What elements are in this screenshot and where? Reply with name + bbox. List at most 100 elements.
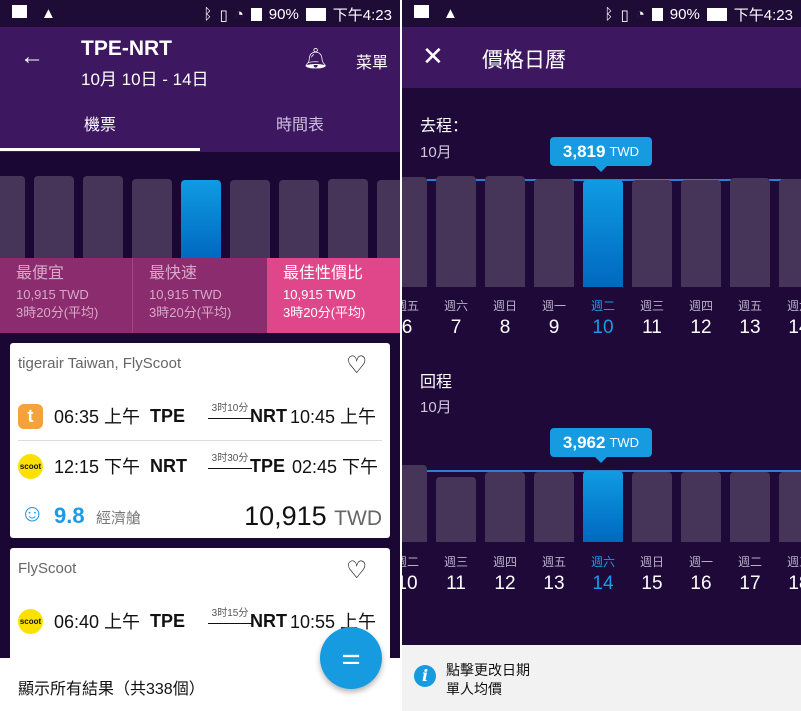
divider [400,0,402,711]
weekday-label: 週四 [492,555,517,569]
clock: 下午4:23 [733,7,793,24]
weekday-label: 週二 [737,555,762,569]
tab-indicator [0,148,200,151]
selected-date-bar[interactable] [181,180,221,258]
gallery-icon [414,5,429,18]
date-bar[interactable] [83,176,123,258]
day-number[interactable]: 10 [592,317,614,338]
price: 10,915 [244,501,327,531]
date-bar[interactable] [485,176,525,287]
date-bar[interactable] [632,472,672,542]
date-bar[interactable] [730,178,770,287]
date-range[interactable]: 10月 10日 - 14日 [81,70,209,89]
day-number[interactable]: 10 [402,573,418,594]
divider [18,440,382,441]
page-title: 價格日曆 [482,49,566,72]
weekday-label: 週三 [443,555,468,569]
day-number[interactable]: 11 [446,573,466,594]
filter-sliders-icon[interactable]: ⚌ [320,627,382,689]
heart-icon[interactable]: ♡ [346,557,368,584]
outbound-price-tooltip: 3,819 TWD [550,137,652,172]
app-header: ← TPE-NRT 10月 10日 - 14日 🔔︎ 菜單 機票 時間表 [0,27,400,152]
day-number[interactable]: 17 [739,573,761,594]
currency: TWD [334,507,382,530]
warning-icon: ▲ [443,5,458,22]
sd-card-icon [651,8,663,21]
selected-date-bar[interactable] [583,180,623,287]
tab-tickets[interactable]: 機票 [83,117,116,134]
airline-names: tigerair Taiwan, FlyScoot [18,355,182,372]
date-bar[interactable] [132,179,172,258]
date-bar[interactable] [402,465,427,542]
date-bar[interactable] [632,180,672,287]
date-bar[interactable] [402,177,427,287]
day-number[interactable]: 12 [494,573,516,594]
date-bar[interactable] [436,176,476,287]
bluetooth-icon: ᛒ [604,6,614,23]
wifi-icon: ◔ [635,6,645,23]
date-bar[interactable] [34,176,74,258]
battery-icon [305,8,326,21]
date-bar[interactable] [534,472,574,542]
day-number[interactable]: 15 [641,573,663,594]
stat-best-value[interactable]: 最佳性價比 10,915 TWD 3時20分(平均) [267,258,400,333]
results-screen: ▲ ᛒ ▯ ◔ 90% 下午4:23 ← TPE-NRT 10月 10日 - 14日 🔔… [0,0,400,711]
date-bar[interactable] [485,472,525,542]
date-bar[interactable] [779,179,801,287]
weekday-label: 週三 [786,555,801,569]
weekday-label: 週二 [402,555,419,569]
rating-score: 9.8 [54,503,85,528]
date-bar[interactable] [534,179,574,287]
battery-icon [706,8,727,21]
flight-leg: scoot 06:40 上午 TPE 3时15分 NRT 10:55 上午 [18,606,382,636]
date-bar[interactable] [230,180,270,258]
app-header: ✕ 價格日曆 [402,27,801,88]
tigerair-logo: t [18,403,43,429]
warning-icon: ▲ [41,5,56,22]
day-number[interactable]: 6 [402,317,413,338]
day-number[interactable]: 9 [548,317,560,338]
date-bar[interactable] [0,176,25,258]
airline-names: FlyScoot [18,560,77,577]
heart-icon[interactable]: ♡ [346,352,368,379]
date-bar[interactable] [377,180,400,258]
menu-button[interactable]: 菜單 [356,55,389,72]
outbound-month: 10月 [420,144,452,161]
stat-cheapest[interactable]: 最便宜 10,915 TWD 3時20分(平均) [0,258,133,333]
vibrate-icon: ▯ [620,6,629,24]
day-number[interactable]: 11 [642,317,662,338]
day-number[interactable]: 12 [690,317,712,338]
date-bar[interactable] [328,179,368,258]
close-icon[interactable]: ✕ [422,41,444,71]
weekday-label: 週二 [590,299,615,313]
scoot-logo: scoot [18,608,43,634]
day-number[interactable]: 16 [690,573,712,594]
day-number[interactable]: 7 [450,317,462,338]
day-number[interactable]: 14 [788,317,801,338]
day-number[interactable]: 13 [543,573,565,594]
date-bar[interactable] [436,477,476,542]
weekday-label: 週日 [492,299,517,313]
day-number[interactable]: 14 [592,573,614,594]
tab-timetable[interactable]: 時間表 [275,117,324,134]
info-title: 點擊更改日期 [446,662,530,678]
stat-fastest[interactable]: 最快速 10,915 TWD 3時20分(平均) [133,258,267,333]
scoot-logo: scoot [18,453,43,479]
info-bar: i 點擊更改日期 單人均價 [402,645,801,711]
date-bar[interactable] [730,472,770,542]
info-subtitle: 單人均價 [446,681,502,697]
bell-icon[interactable]: 🔔︎ [303,48,329,70]
flight-result-card[interactable]: tigerair Taiwan, FlyScoot ♡ t 06:35 上午 TP… [10,343,390,538]
day-number[interactable]: 18 [788,573,801,594]
date-bar[interactable] [279,180,319,258]
date-bar[interactable] [681,180,721,287]
day-number[interactable]: 13 [739,317,761,338]
selected-date-bar[interactable] [583,471,623,542]
day-number[interactable]: 8 [499,317,511,338]
weekday-label: 週六 [443,299,468,313]
outbound-label: 去程： [420,118,469,135]
date-bar[interactable] [681,472,721,542]
date-bar[interactable] [779,472,801,542]
back-button[interactable]: ← [20,43,44,70]
